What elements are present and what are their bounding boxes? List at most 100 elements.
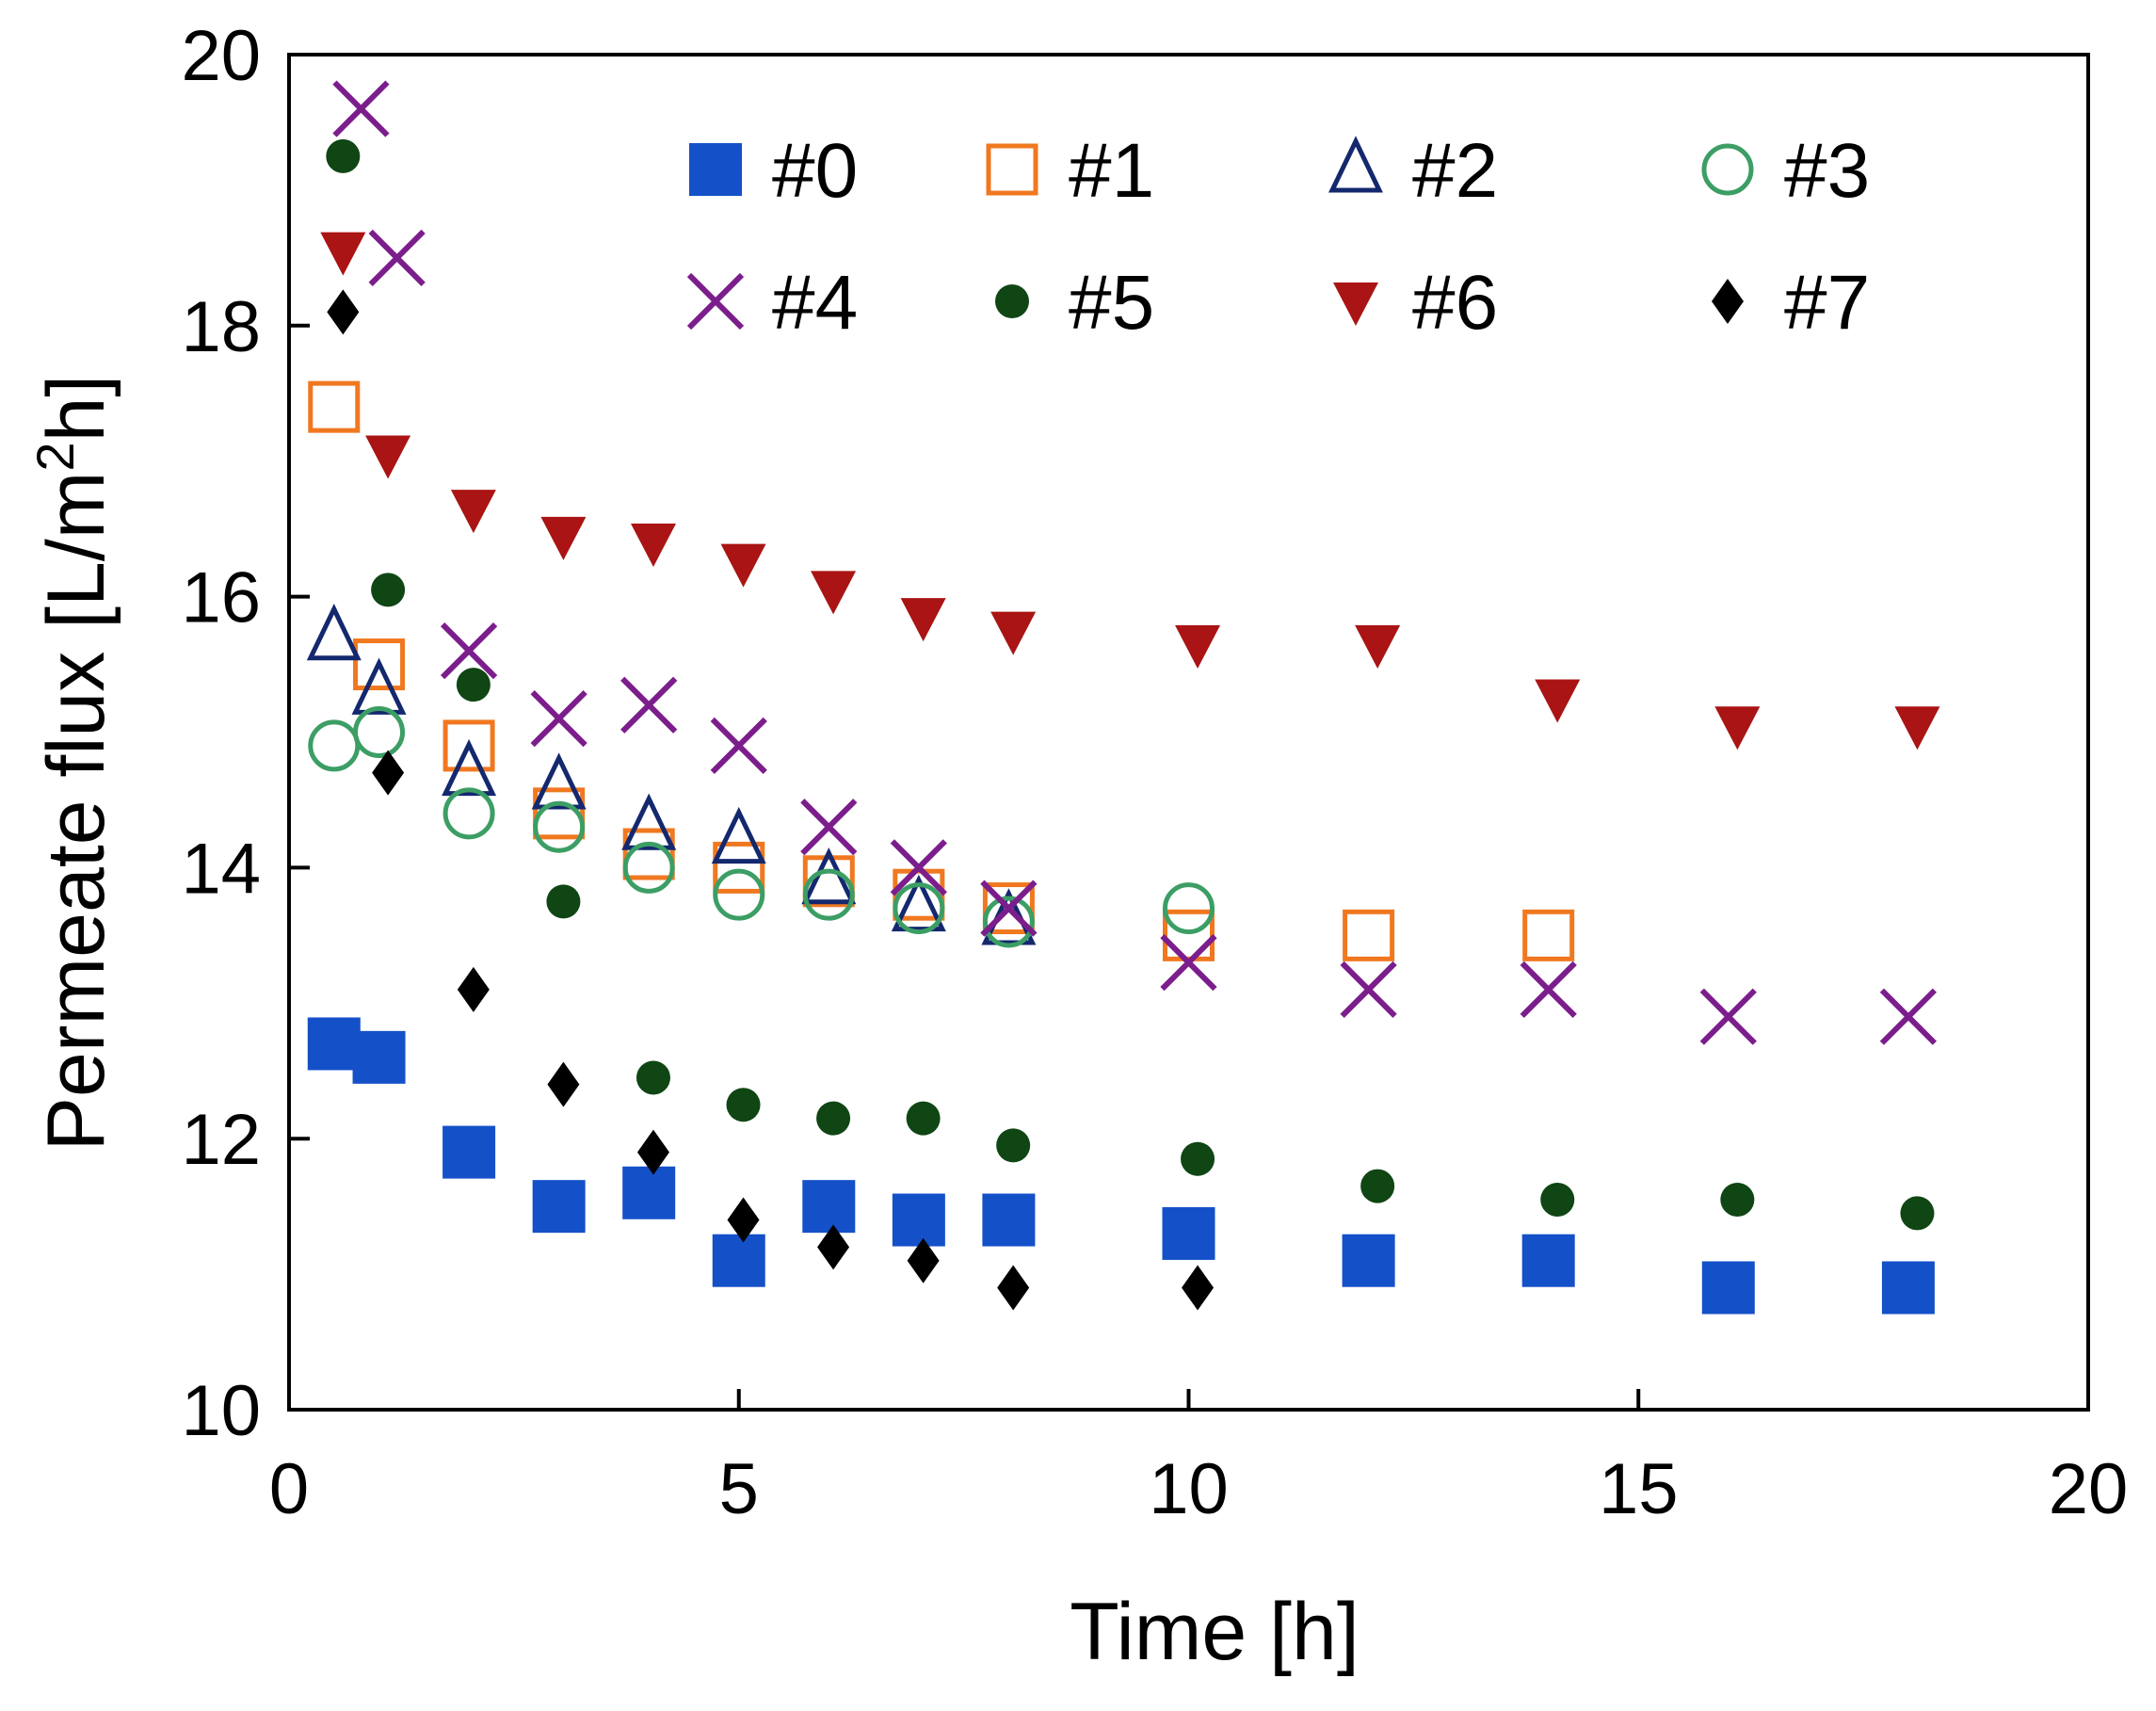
data-point: [1714, 706, 1761, 751]
data-point: [1162, 1206, 1215, 1260]
y-tick-label: 20: [181, 16, 261, 96]
x-axis-title: Time [h]: [1070, 1587, 1359, 1677]
data-point: [726, 1088, 761, 1122]
data-point: [802, 868, 855, 921]
legend-label: #6: [1412, 260, 1498, 346]
data-point: [1355, 624, 1401, 669]
data-point: [1360, 1169, 1395, 1203]
legend-item: #4: [686, 260, 858, 346]
legend-label: #7: [1784, 260, 1870, 346]
series-0: [307, 1017, 1935, 1315]
data-point: [442, 738, 497, 797]
data-point: [1881, 1261, 1935, 1315]
data-point: [546, 884, 581, 919]
y-tick-label: 16: [181, 558, 261, 638]
legend-marker: [1328, 136, 1383, 193]
data-point: [891, 874, 946, 932]
data-point: [811, 571, 857, 615]
y-tick-label: 12: [181, 1100, 261, 1180]
data-point: [320, 232, 366, 276]
y-axis-title-superscript: 2: [25, 442, 85, 471]
data-point: [540, 516, 587, 560]
data-point: [1175, 624, 1221, 669]
y-axis-title-tail: h]: [31, 375, 121, 443]
series-3: [308, 706, 1215, 948]
data-point: [982, 882, 1035, 935]
series-5: [326, 138, 1935, 1231]
data-point: [900, 598, 946, 642]
data-point: [1181, 1141, 1215, 1176]
data-point: [532, 1180, 586, 1234]
data-point: [308, 380, 361, 433]
legend-label: #0: [772, 128, 858, 214]
legend-marker: [689, 143, 742, 196]
data-point: [531, 752, 587, 810]
data-point: [450, 490, 496, 534]
legend-item: #2: [1328, 128, 1498, 214]
data-point: [308, 719, 361, 772]
y-axis-title: Permeate flux [L/m2h]: [25, 375, 121, 1152]
data-point: [1522, 909, 1575, 961]
legend-item: #0: [689, 128, 858, 214]
data-point: [332, 80, 390, 137]
data-point: [533, 787, 586, 840]
data-point: [353, 706, 406, 758]
legend-marker: [986, 143, 1038, 196]
data-point: [982, 896, 1035, 948]
data-point: [1340, 960, 1397, 1019]
data-point: [720, 543, 766, 588]
data-point: [622, 1166, 676, 1219]
x-tick-label: 10: [1149, 1449, 1229, 1529]
data-point: [1342, 1234, 1395, 1287]
x-tick-label: 5: [719, 1449, 759, 1529]
data-point: [622, 828, 675, 880]
data-point: [442, 787, 495, 840]
data-point: [440, 622, 498, 680]
data-point: [620, 676, 678, 734]
x-tick-label: 0: [269, 1449, 309, 1529]
legend-marker: [1333, 282, 1378, 326]
legend-item: #6: [1333, 260, 1498, 346]
legend-item: #5: [995, 260, 1154, 346]
data-point: [622, 841, 675, 894]
legend-label: #3: [1784, 128, 1870, 214]
data-point: [307, 1017, 361, 1071]
data-point: [351, 657, 407, 715]
data-point: [630, 524, 676, 568]
series-4: [332, 80, 1938, 1045]
data-point: [801, 847, 857, 905]
y-axis-title-main: Permeate flux [L/m: [31, 472, 121, 1152]
y-tick-label: 18: [181, 287, 261, 367]
data-point: [306, 604, 362, 661]
data-point: [621, 793, 677, 850]
data-point: [547, 1061, 580, 1107]
data-point: [1521, 1234, 1575, 1287]
x-tick-label: 15: [1599, 1449, 1679, 1529]
data-point: [816, 1101, 851, 1136]
data-point: [327, 289, 360, 335]
data-point: [1163, 882, 1215, 935]
data-point: [1699, 988, 1757, 1045]
legend-label: #2: [1412, 128, 1498, 214]
legend-marker: [995, 284, 1029, 318]
legend-item: #3: [1701, 128, 1870, 214]
data-point: [711, 806, 766, 864]
data-point: [802, 1180, 856, 1234]
series-1: [308, 380, 1575, 961]
legend-marker: [1701, 143, 1754, 196]
legend-label: #1: [1069, 128, 1154, 214]
data-point: [365, 435, 411, 479]
data-point: [710, 717, 767, 775]
legend-label: #4: [772, 260, 858, 346]
data-point: [1900, 1196, 1935, 1231]
data-point: [907, 1237, 940, 1283]
data-point: [530, 689, 587, 748]
data-point: [368, 229, 426, 286]
data-point: [817, 1224, 850, 1270]
data-point: [800, 799, 858, 856]
data-point: [457, 966, 490, 1012]
data-point: [996, 1128, 1031, 1163]
data-point: [1720, 1182, 1755, 1217]
